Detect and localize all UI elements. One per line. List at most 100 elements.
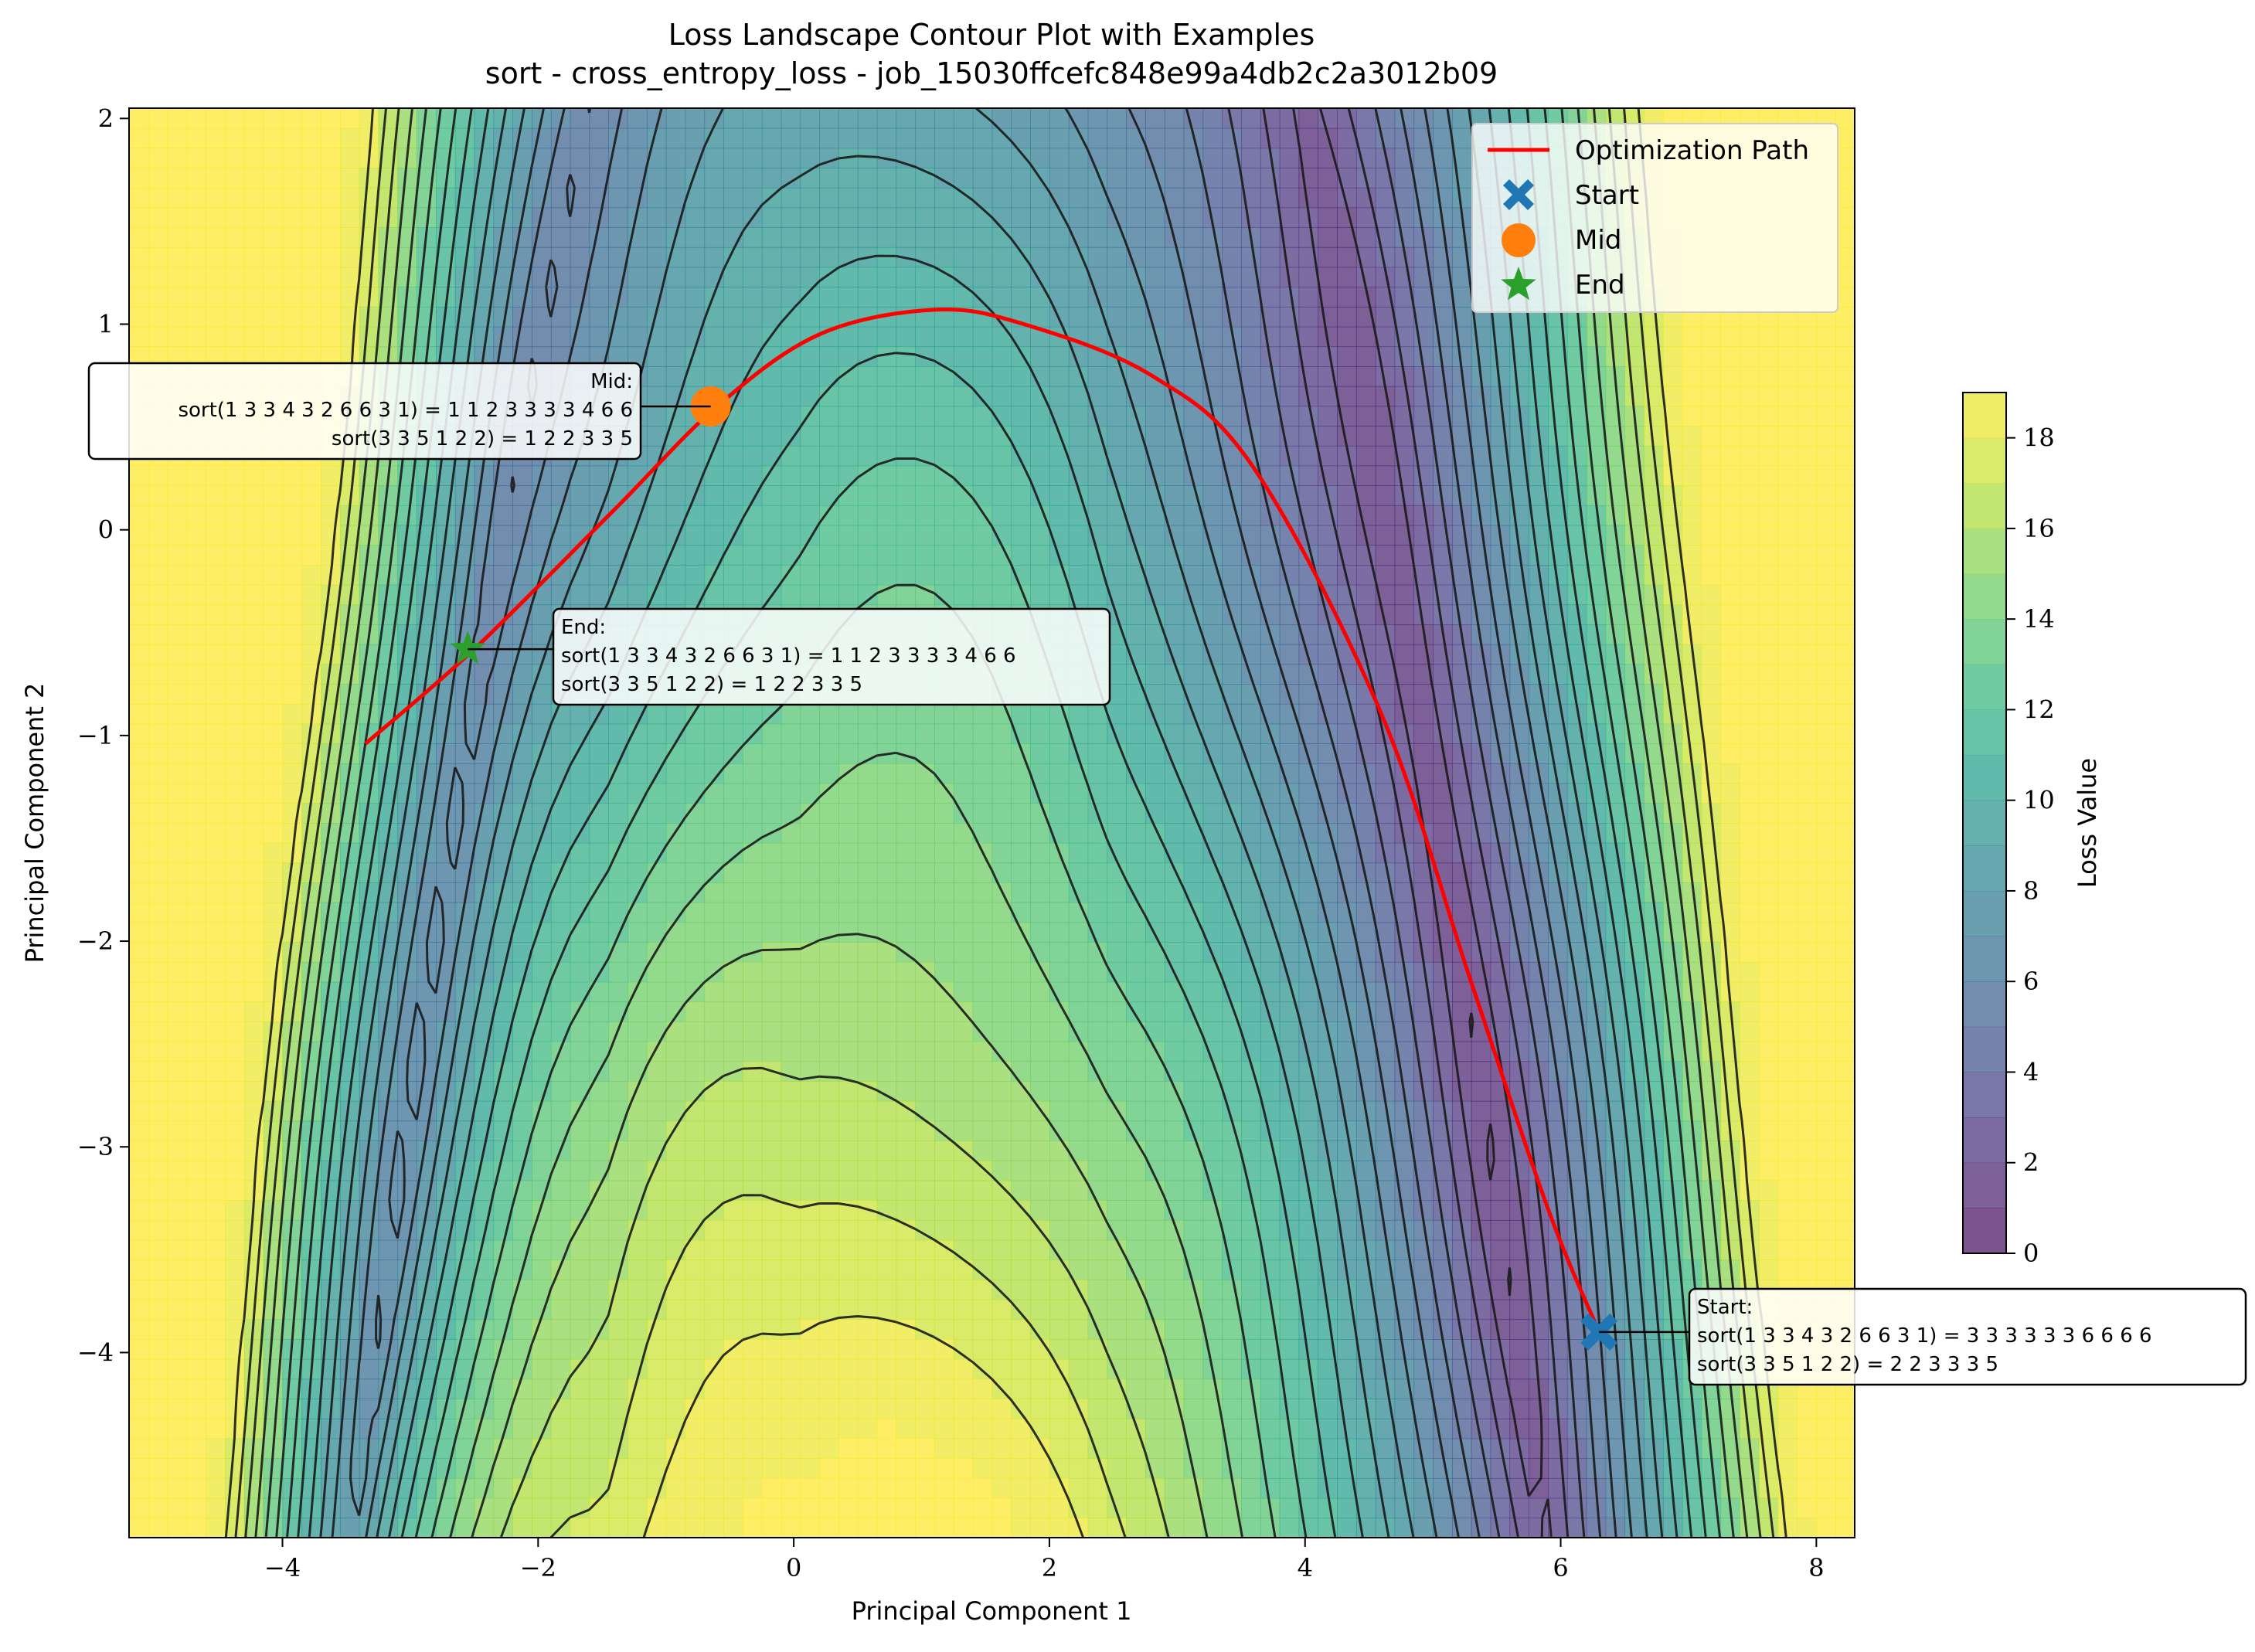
field-cell	[915, 326, 935, 348]
field-cell	[186, 981, 207, 1003]
field-cell	[761, 1120, 782, 1141]
field-cell	[1644, 1140, 1664, 1161]
field-cell	[1758, 1100, 1779, 1122]
field-cell	[781, 723, 801, 745]
field-cell	[1720, 624, 1740, 645]
field-cell	[1413, 386, 1434, 407]
field-cell	[915, 902, 935, 923]
field-cell	[876, 366, 897, 387]
field-cell	[665, 1061, 686, 1082]
field-cell	[838, 227, 859, 248]
field-cell	[532, 961, 552, 983]
field-cell	[857, 823, 878, 844]
field-cell	[550, 326, 571, 348]
field-cell	[263, 465, 284, 486]
field-cell	[646, 882, 667, 903]
field-cell	[1797, 703, 1818, 725]
field-cell	[1318, 426, 1338, 447]
field-cell	[1701, 465, 1722, 486]
field-cell	[723, 1160, 743, 1181]
field-cell	[1797, 386, 1818, 407]
field-cell	[1241, 346, 1261, 367]
field-cell	[1318, 703, 1338, 725]
field-cell	[206, 187, 226, 209]
field-cell	[1298, 326, 1319, 348]
field-cell	[1548, 1180, 1568, 1201]
field-cell	[243, 604, 264, 625]
field-cell	[1030, 1160, 1050, 1181]
field-cell	[1222, 1041, 1242, 1062]
field-cell	[1682, 505, 1702, 526]
field-cell	[1758, 922, 1779, 943]
field-cell	[665, 842, 686, 864]
field-cell	[972, 326, 993, 348]
field-cell	[781, 386, 801, 407]
field-cell	[685, 922, 706, 943]
field-cell	[1394, 227, 1415, 248]
field-cell	[1049, 127, 1070, 149]
field-cell	[972, 763, 993, 784]
field-cell	[589, 1140, 610, 1161]
field-cell	[685, 763, 706, 784]
field-cell	[934, 108, 954, 129]
field-cell	[243, 564, 264, 586]
field-cell	[972, 981, 993, 1003]
field-cell	[685, 942, 706, 963]
field-cell	[742, 1140, 763, 1161]
field-cell	[896, 961, 917, 983]
field-cell	[282, 564, 303, 586]
field-cell	[1126, 1180, 1146, 1201]
field-cell	[1682, 1140, 1702, 1161]
field-cell	[1068, 1100, 1089, 1122]
field-cell	[1126, 942, 1146, 963]
field-cell	[1164, 922, 1185, 943]
field-cell	[1816, 584, 1836, 606]
field-cell	[1145, 664, 1165, 685]
field-cell	[1355, 426, 1376, 447]
field-cell	[282, 743, 303, 764]
field-cell	[1298, 604, 1319, 625]
field-cell	[1164, 823, 1185, 844]
field-cell	[608, 981, 628, 1003]
field-cell	[800, 505, 820, 526]
field-cell	[1413, 1100, 1434, 1122]
field-cell	[628, 326, 648, 348]
field-cell	[857, 1001, 878, 1022]
field-cell	[589, 1180, 610, 1201]
field-cell	[685, 961, 706, 983]
field-cell	[1260, 1061, 1281, 1082]
field-cell	[665, 1140, 686, 1161]
field-cell	[1413, 108, 1434, 129]
field-cell	[206, 823, 226, 844]
field-cell	[838, 882, 859, 903]
field-cell	[915, 723, 935, 745]
field-cell	[263, 485, 284, 506]
field-cell	[934, 426, 954, 447]
field-cell	[1298, 127, 1319, 149]
field-cell	[1126, 227, 1146, 248]
field-cell	[896, 267, 917, 288]
field-cell	[915, 465, 935, 486]
field-cell	[1490, 922, 1511, 943]
field-cell	[896, 1180, 917, 1201]
field-cell	[1011, 922, 1031, 943]
field-cell	[1375, 525, 1396, 546]
field-cell	[1126, 664, 1146, 685]
field-cell	[704, 942, 724, 963]
field-cell	[206, 624, 226, 645]
field-cell	[761, 803, 782, 824]
field-cell	[1068, 1061, 1089, 1082]
field-cell	[1701, 326, 1722, 348]
field-cell	[1682, 485, 1702, 506]
field-cell	[186, 1041, 207, 1062]
field-cell	[991, 465, 1012, 486]
field-cell	[129, 168, 149, 189]
field-cell	[1701, 1081, 1722, 1102]
field-cell	[129, 783, 149, 804]
field-cell	[991, 326, 1012, 348]
field-cell	[435, 803, 456, 824]
field-cell	[972, 1200, 993, 1221]
field-cell	[206, 942, 226, 963]
field-cell	[206, 1180, 226, 1201]
field-cell	[1241, 1100, 1261, 1122]
